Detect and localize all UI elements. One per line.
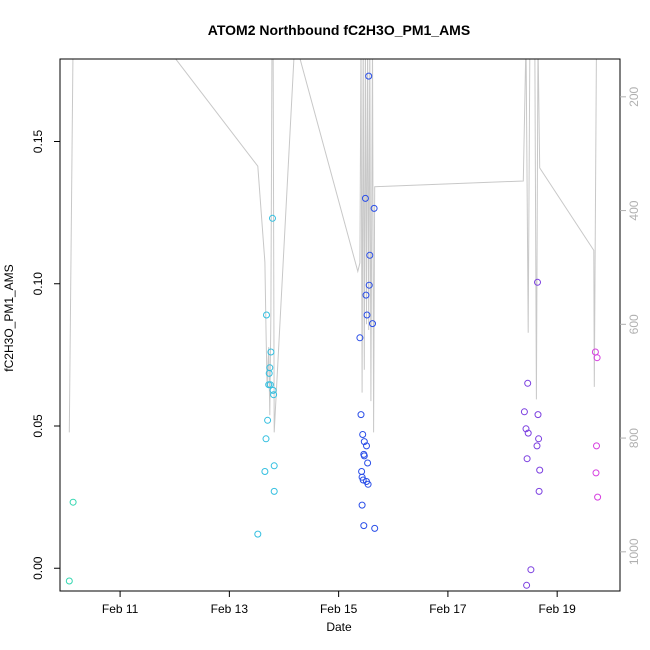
data-point-33 <box>364 459 372 467</box>
y-tick-label-3: 0.15 <box>31 130 45 154</box>
y-tick-label-2: 0.10 <box>31 272 45 296</box>
data-point-3 <box>261 468 269 475</box>
y2-tick-label-4: 1000 <box>627 538 641 565</box>
data-point-26 <box>360 452 368 460</box>
data-point-18 <box>357 411 365 419</box>
data-point-50 <box>534 411 542 419</box>
data-point-12 <box>269 214 276 222</box>
y2-tick-label-0: 200 <box>627 86 641 106</box>
x-tick-label-3: Feb 17 <box>429 602 467 616</box>
data-point-36 <box>365 281 373 289</box>
data-point-38 <box>369 320 376 328</box>
data-point-48 <box>533 442 541 450</box>
chart-title: ATOM2 Northbound fC2H3O_PM1_AMS <box>208 22 470 38</box>
data-point-6 <box>264 416 272 424</box>
data-point-56 <box>593 442 600 450</box>
data-point-21 <box>358 501 366 509</box>
data-point-52 <box>535 487 543 495</box>
line-series-path <box>68 59 597 433</box>
data-point-42 <box>522 425 530 433</box>
data-point-11 <box>267 348 275 356</box>
data-point-27 <box>360 438 368 446</box>
data-point-58 <box>594 493 602 501</box>
data-point-53 <box>536 466 544 474</box>
data-point-1 <box>69 498 77 506</box>
data-point-28 <box>361 194 369 202</box>
data-point-5 <box>263 311 270 319</box>
data-point-35 <box>365 72 373 80</box>
data-point-51 <box>535 435 543 443</box>
data-point-39 <box>370 204 378 212</box>
data-point-49 <box>534 278 541 286</box>
data-point-54 <box>591 348 599 356</box>
data-point-4 <box>262 435 270 443</box>
data-point-29 <box>362 291 370 299</box>
data-point-16 <box>270 487 278 495</box>
x-tick-label-4: Feb 19 <box>538 602 576 616</box>
data-point-13 <box>269 386 277 394</box>
scatter-points <box>65 72 602 589</box>
secondary-line-series <box>68 59 597 433</box>
data-point-55 <box>592 469 600 477</box>
data-point-46 <box>524 429 532 437</box>
data-point-30 <box>363 442 370 450</box>
data-point-47 <box>527 566 535 574</box>
data-point-57 <box>593 354 601 362</box>
data-point-41 <box>520 408 528 416</box>
x-axis: Feb 11 Feb 13 Feb 15 Feb 17 Feb 19 <box>102 591 576 616</box>
y-tick-label-1: 0.05 <box>31 414 45 438</box>
data-point-43 <box>523 581 531 589</box>
data-point-44 <box>523 455 531 463</box>
data-point-40 <box>371 524 379 532</box>
y2-tick-label-2: 600 <box>627 314 641 334</box>
data-point-45 <box>524 379 532 387</box>
data-point-15 <box>270 462 278 470</box>
y-tick-label-0: 0.00 <box>31 556 45 580</box>
data-point-0 <box>65 577 73 585</box>
data-point-22 <box>359 431 367 438</box>
x-axis-label: Date <box>326 620 352 634</box>
data-point-25 <box>360 522 368 530</box>
data-point-32 <box>363 311 371 319</box>
y2-axis: 200 400 600 800 1000 <box>620 86 641 565</box>
data-point-37 <box>366 251 374 259</box>
data-point-9 <box>266 364 274 372</box>
y-axis-label: fC2H3O_PM1_AMS <box>2 264 16 371</box>
y2-tick-label-1: 400 <box>627 200 641 220</box>
y2-tick-label-3: 800 <box>627 428 641 448</box>
data-point-2 <box>254 530 262 538</box>
data-point-23 <box>359 476 367 484</box>
x-tick-label-0: Feb 11 <box>102 602 139 616</box>
data-point-14 <box>270 391 278 399</box>
data-point-17 <box>356 334 364 342</box>
data-point-34 <box>364 480 372 488</box>
data-point-19 <box>358 468 366 475</box>
x-tick-label-2: Feb 15 <box>320 602 358 616</box>
data-point-10 <box>266 381 274 389</box>
plot-frame <box>59 58 621 592</box>
x-tick-label-1: Feb 13 <box>211 602 249 616</box>
y-axis: 0.00 0.05 0.10 0.15 <box>31 130 60 580</box>
